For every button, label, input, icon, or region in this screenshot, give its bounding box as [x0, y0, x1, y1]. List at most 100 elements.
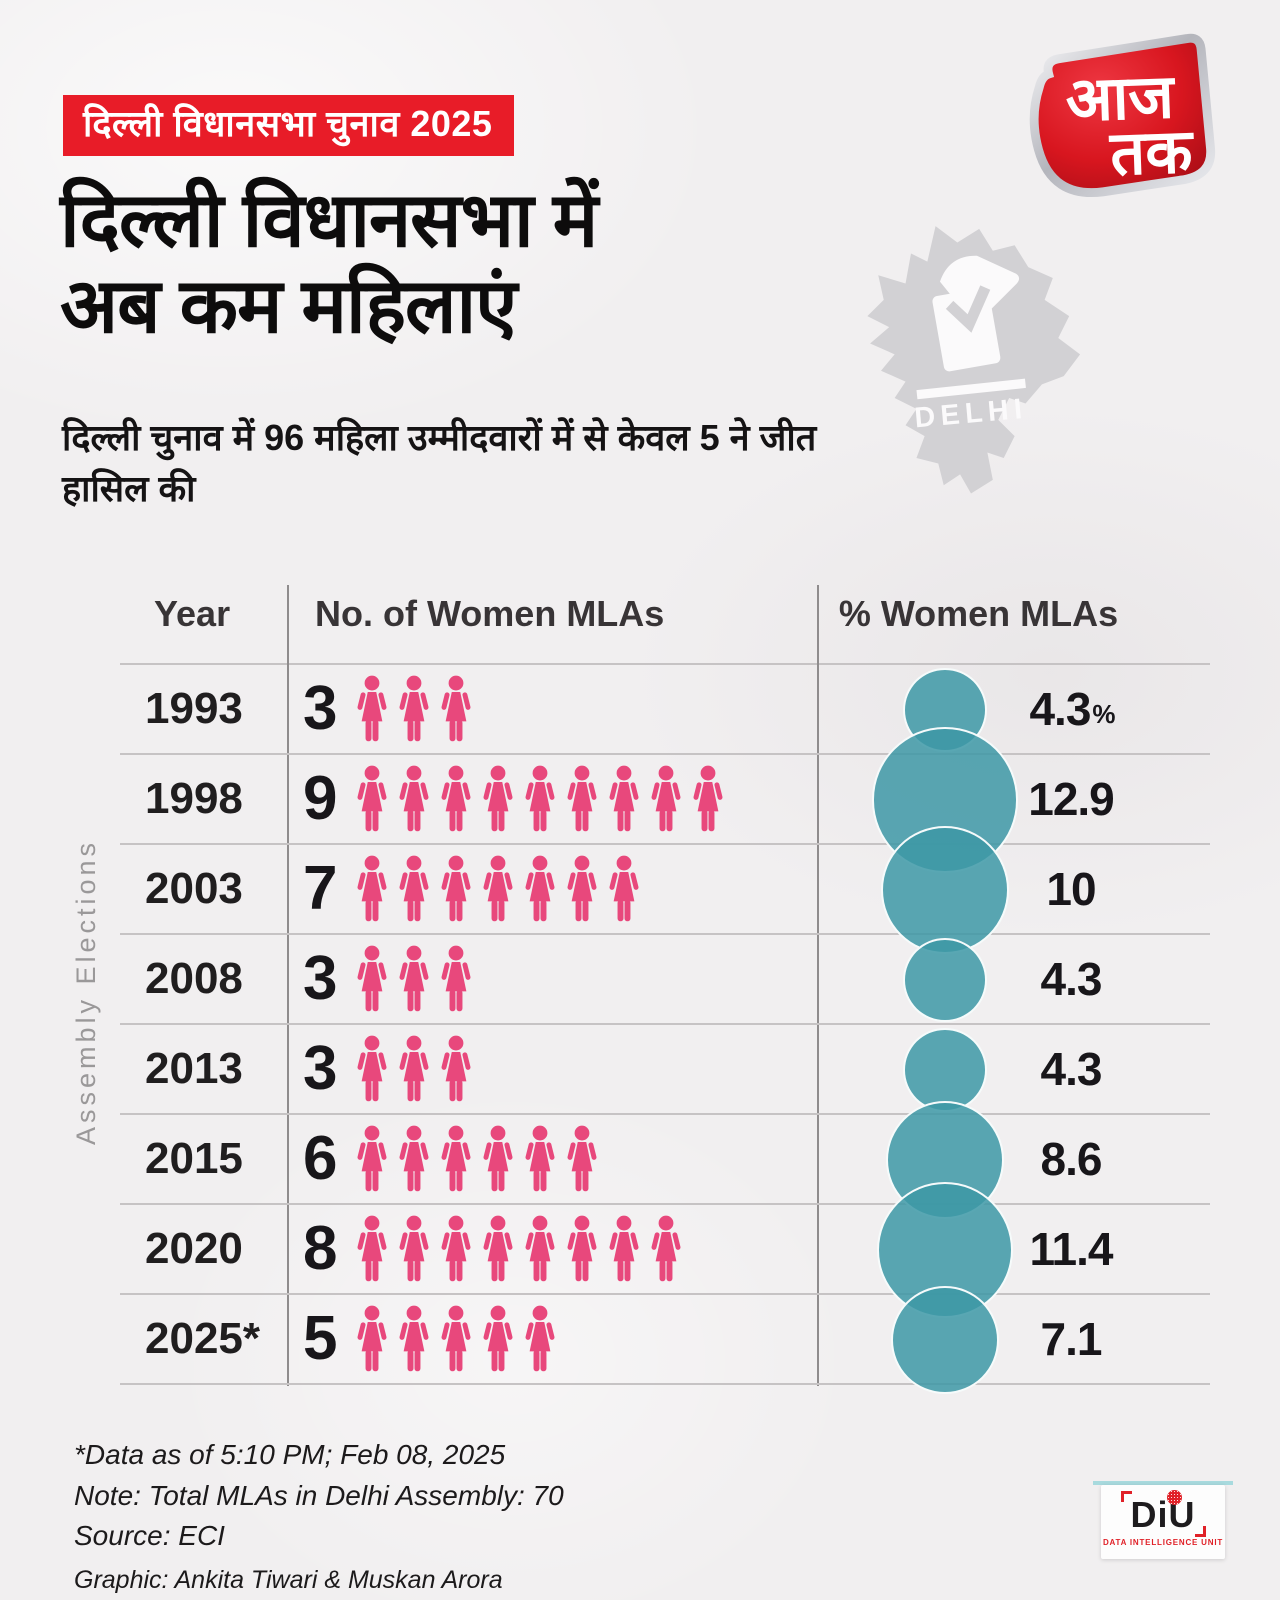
count-pictograms — [355, 1034, 473, 1104]
ballot-slot — [916, 378, 1026, 400]
year-cell: 2015 — [145, 1134, 243, 1183]
diu-logo-text: DiU — [1130, 1494, 1196, 1535]
table-row: 1993 3 4.3 % — [120, 665, 1210, 755]
woman-icon — [399, 765, 430, 832]
count-number: 9 — [303, 764, 338, 833]
woman-icon — [525, 855, 556, 922]
woman-icon — [567, 765, 598, 832]
percent-cell: 11.4 — [817, 1205, 1210, 1293]
percent-cell: 4.3 — [817, 1025, 1210, 1113]
diu-bracket-top-left — [1120, 1491, 1132, 1502]
percent-cell: 10 — [817, 845, 1210, 933]
woman-icon — [525, 1125, 556, 1192]
woman-icon — [525, 765, 556, 832]
side-axis-label: Assembly Elections — [71, 838, 101, 1146]
woman-icon — [483, 765, 514, 832]
count-pictograms — [355, 1304, 557, 1374]
diu-logo: DiU DATA INTELLIGENCE UNIT — [1101, 1485, 1225, 1559]
percent-label: 4.3 % — [997, 665, 1147, 753]
woman-icon — [441, 675, 472, 742]
diu-dot-icon — [1166, 1490, 1182, 1505]
woman-icon — [441, 1125, 472, 1192]
column-header-year: Year — [154, 593, 231, 634]
count-number: 6 — [303, 1124, 338, 1193]
percent-cell: 8.6 — [817, 1115, 1210, 1203]
page-title-line2: अब कम महिलाएं — [60, 263, 517, 349]
woman-icon — [357, 1215, 388, 1282]
woman-icon — [399, 675, 430, 742]
woman-icon — [483, 1125, 514, 1192]
woman-icon — [441, 1215, 472, 1282]
count-pictograms — [355, 674, 473, 744]
count-cell: 3 — [287, 1034, 817, 1104]
column-header-count: No. of Women MLAs — [315, 593, 665, 634]
woman-icon — [567, 1125, 598, 1192]
percent-value: 12.9 — [1028, 773, 1115, 825]
percent-value: 11.4 — [1029, 1223, 1114, 1275]
count-pictograms — [355, 764, 725, 834]
woman-icon — [441, 765, 472, 832]
aajtak-logo: आज तक — [1029, 33, 1216, 198]
table-row: 2020 8 11.4 — [120, 1205, 1210, 1295]
woman-icon — [441, 1035, 472, 1102]
year-cell: 2025* — [145, 1314, 261, 1363]
table-row: 2013 3 4.3 — [120, 1025, 1210, 1115]
percent-value: 4.3 — [1040, 1043, 1103, 1095]
count-number: 7 — [303, 854, 338, 923]
table-row: 1998 9 12.9 — [120, 755, 1210, 845]
woman-icon — [651, 765, 682, 832]
year-cell: 2008 — [145, 954, 243, 1003]
woman-icon — [693, 765, 724, 832]
count-number: 3 — [303, 944, 338, 1013]
woman-icon — [483, 1215, 514, 1282]
woman-icon — [357, 1305, 388, 1372]
count-cell: 3 — [287, 674, 817, 744]
count-pictograms — [355, 854, 641, 924]
percent-cell: 12.9 — [817, 755, 1210, 843]
woman-icon — [525, 1215, 556, 1282]
year-cell: 2003 — [145, 864, 243, 913]
woman-icon — [357, 855, 388, 922]
percent-suffix: % — [1092, 698, 1115, 729]
count-pictograms — [355, 1124, 599, 1194]
woman-icon — [483, 855, 514, 922]
year-cell: 2013 — [145, 1044, 243, 1093]
count-number: 3 — [303, 674, 338, 743]
woman-icon — [357, 1035, 388, 1102]
percent-value: 7.1 — [1040, 1313, 1103, 1365]
delhi-map: DELHI — [867, 226, 1081, 494]
count-number: 3 — [303, 1034, 338, 1103]
woman-icon — [399, 945, 430, 1012]
column-header-percent: % Women MLAs — [838, 593, 1119, 634]
woman-icon — [441, 945, 472, 1012]
count-pictograms — [355, 1214, 683, 1284]
woman-icon — [567, 1215, 598, 1282]
woman-icon — [441, 1305, 472, 1372]
table-row: 2008 3 4.3 — [120, 935, 1210, 1025]
data-table: Year No. of Women MLAs % Women MLAs 1993… — [120, 565, 1210, 1394]
woman-icon — [609, 855, 640, 922]
footer-source: Source: ECI — [74, 1520, 225, 1552]
year-cell: 1998 — [145, 774, 243, 823]
percent-value: 10 — [1046, 863, 1096, 915]
percent-value: 4.3 — [1040, 953, 1103, 1005]
woman-icon — [399, 1035, 430, 1102]
footer-notes: *Data as of 5:10 PM; Feb 08, 2025 Note: … — [74, 1438, 564, 1600]
woman-icon — [525, 1305, 556, 1372]
woman-icon — [483, 1305, 514, 1372]
woman-icon — [357, 1125, 388, 1192]
percent-cell: 4.3 % — [817, 665, 1210, 753]
footer-note: Note: Total MLAs in Delhi Assembly: 70 — [74, 1479, 564, 1511]
diu-accent-line — [1093, 1481, 1233, 1485]
percent-label: 11.4 — [997, 1205, 1147, 1293]
woman-icon — [651, 1215, 682, 1282]
woman-icon — [567, 855, 598, 922]
table-row: 2003 7 10 — [120, 845, 1210, 935]
diu-logo-name: DiU — [1120, 1490, 1206, 1537]
table-body: 1993 3 4.3 % 1998 9 12.9 2003 7 — [120, 585, 1210, 1394]
count-cell: 8 — [287, 1214, 817, 1284]
count-cell: 6 — [287, 1124, 817, 1194]
percent-value: 4.3 — [1029, 683, 1091, 735]
count-pictograms — [355, 944, 473, 1014]
